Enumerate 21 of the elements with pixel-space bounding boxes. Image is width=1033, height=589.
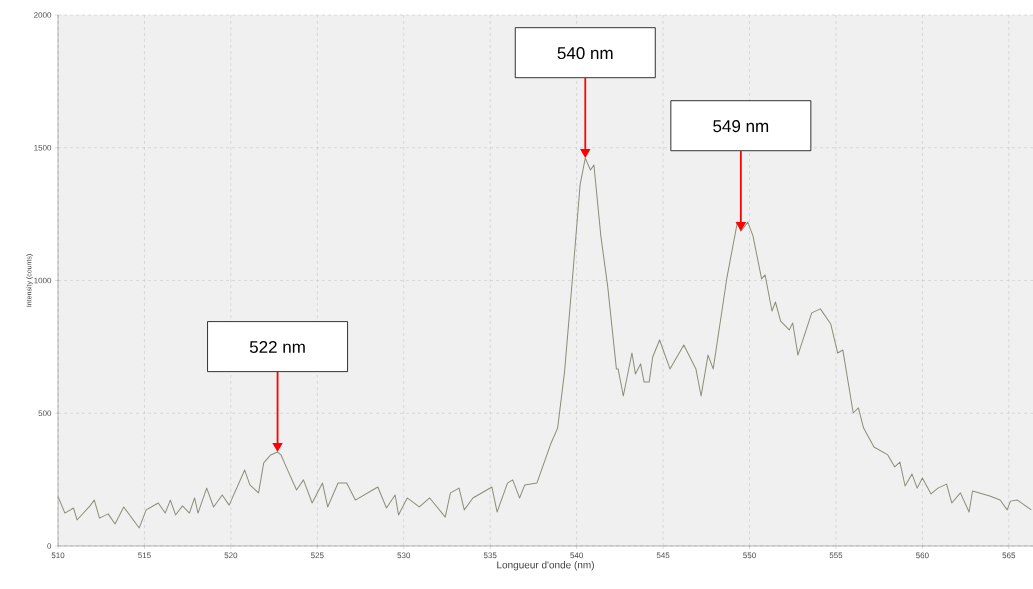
x-tick-label: 520 bbox=[224, 552, 238, 559]
y-tick-label: 1000 bbox=[34, 277, 52, 284]
x-tick-label: 510 bbox=[51, 552, 65, 559]
x-axis-title: Longueur d'onde (nm) bbox=[497, 561, 594, 571]
x-tick-label: 515 bbox=[138, 552, 151, 559]
y-tick-label: 1500 bbox=[34, 144, 52, 151]
annotation: 540 nm bbox=[557, 47, 613, 60]
y-tick-label: 0 bbox=[47, 543, 52, 549]
y-tick-label: 500 bbox=[38, 410, 52, 417]
x-tick-label: 545 bbox=[656, 552, 670, 559]
annotation: 522 nm bbox=[249, 340, 305, 354]
x-tick-label: 565 bbox=[1002, 552, 1016, 559]
x-tick-label: 550 bbox=[743, 552, 756, 559]
x-tick-label: 535 bbox=[483, 552, 497, 559]
x-tick-label: 525 bbox=[310, 552, 324, 559]
x-tick-label: 530 bbox=[397, 552, 411, 559]
y-tick-label: 2000 bbox=[34, 12, 52, 18]
x-tick-label: 560 bbox=[916, 552, 929, 559]
x-tick-label: 555 bbox=[829, 552, 843, 559]
x-tick-label: 540 bbox=[570, 552, 583, 559]
annotation: 549 nm bbox=[713, 120, 769, 133]
